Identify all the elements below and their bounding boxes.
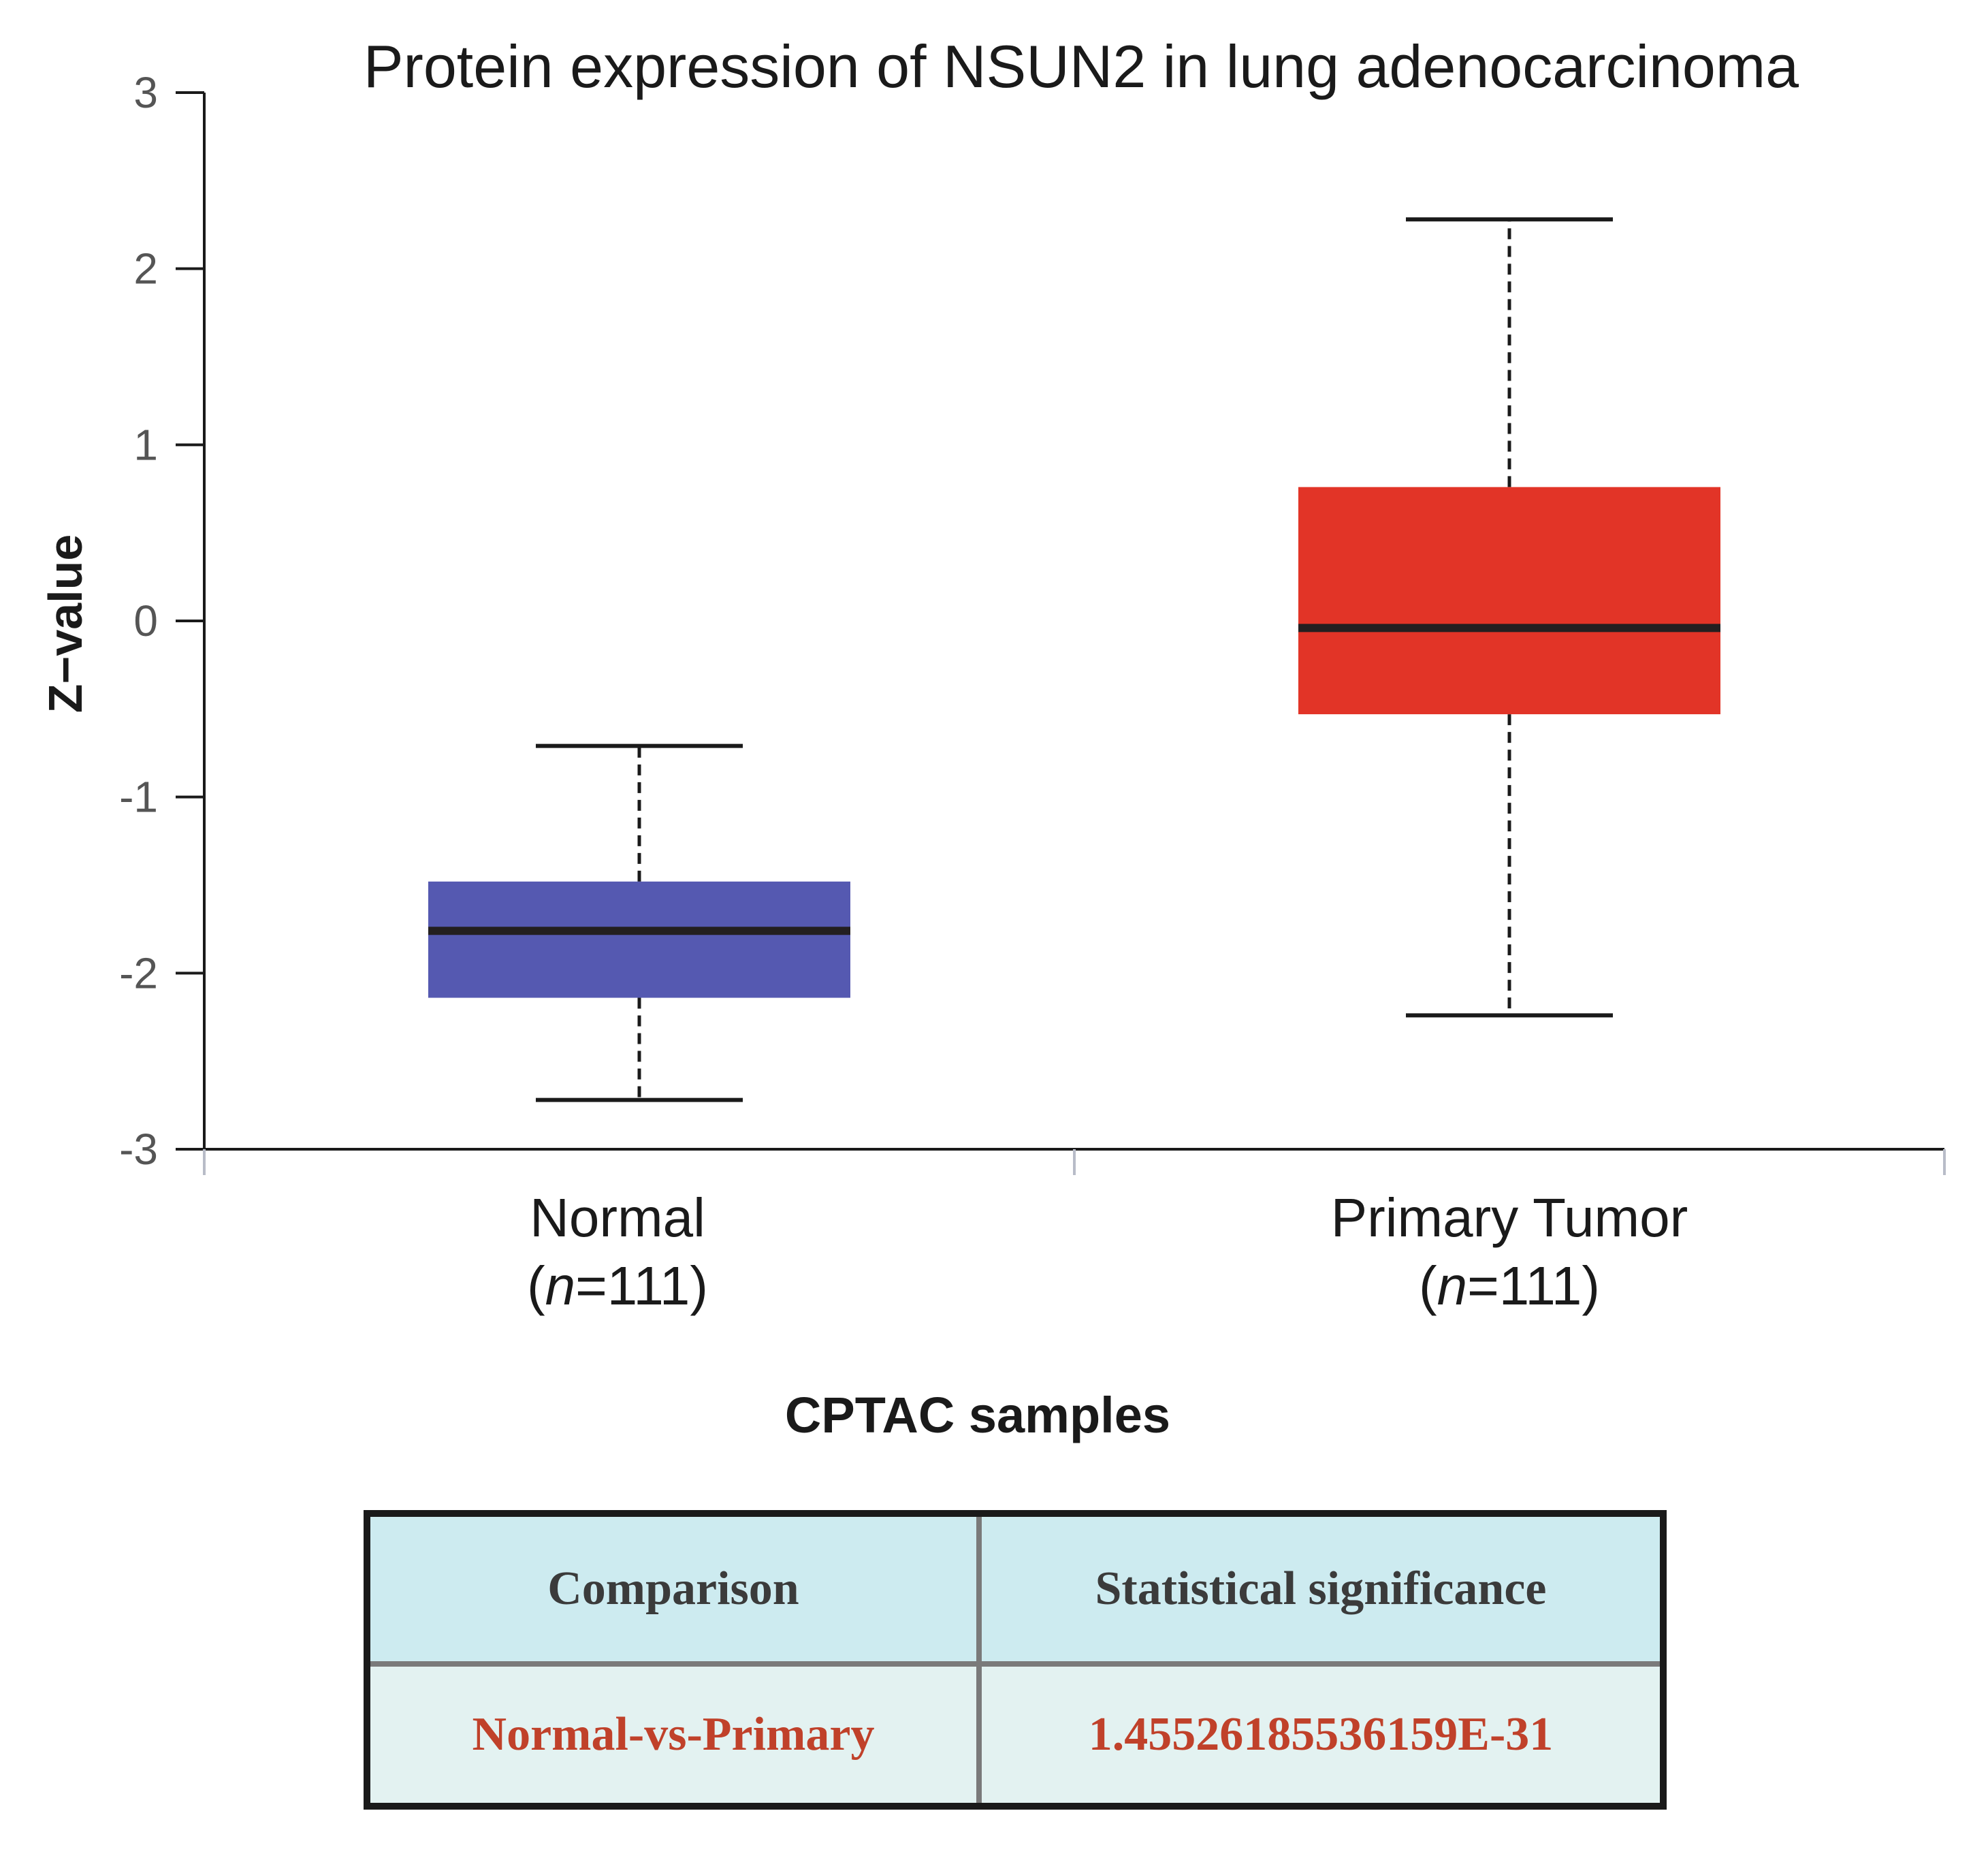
- box-primary-tumor: [1298, 217, 1720, 1018]
- category-label: Normal: [530, 1187, 705, 1248]
- header-significance: Statistical significance: [976, 1511, 1666, 1667]
- iqr-box: [428, 881, 850, 998]
- category-label: Primary Tumor: [1331, 1187, 1688, 1248]
- y-tick-label: -3: [119, 1125, 158, 1174]
- category-labels: Normal (n=111) Primary Tumor (n=111): [527, 1187, 1688, 1316]
- sample-count-label: (n=111): [527, 1255, 708, 1316]
- box-normal: [428, 743, 850, 1102]
- significance-table: Comparison Statistical significance Norm…: [364, 1510, 1667, 1810]
- header-comparison: Comparison: [364, 1511, 982, 1667]
- cell-significance: 1.45526185536159E-31: [976, 1661, 1666, 1809]
- y-tick-label: 3: [133, 68, 158, 117]
- y-tick-label: 1: [133, 420, 158, 469]
- y-axis-ticks: -3 -2 -1 0 1 2 3: [119, 68, 204, 1174]
- boxes-group: [428, 217, 1720, 1102]
- y-axis-label: Z−value: [39, 534, 92, 713]
- y-tick-label: -2: [119, 948, 158, 997]
- table-header-row: Comparison Statistical significance: [364, 1511, 1666, 1667]
- x-axis-label: CPTAC samples: [785, 1387, 1170, 1443]
- cell-comparison: Normal-vs-Primary: [364, 1661, 982, 1809]
- chart-title: Protein expression of NSUN2 in lung aden…: [364, 33, 1799, 100]
- iqr-box: [1298, 487, 1720, 715]
- table-row: Normal-vs-Primary 1.45526185536159E-31: [364, 1661, 1666, 1809]
- y-tick-label: 2: [133, 244, 158, 293]
- sample-count-label: (n=111): [1419, 1255, 1600, 1316]
- y-tick-label: 0: [133, 596, 158, 645]
- y-tick-label: -1: [119, 773, 158, 822]
- x-axis-ticks: [203, 1149, 1946, 1175]
